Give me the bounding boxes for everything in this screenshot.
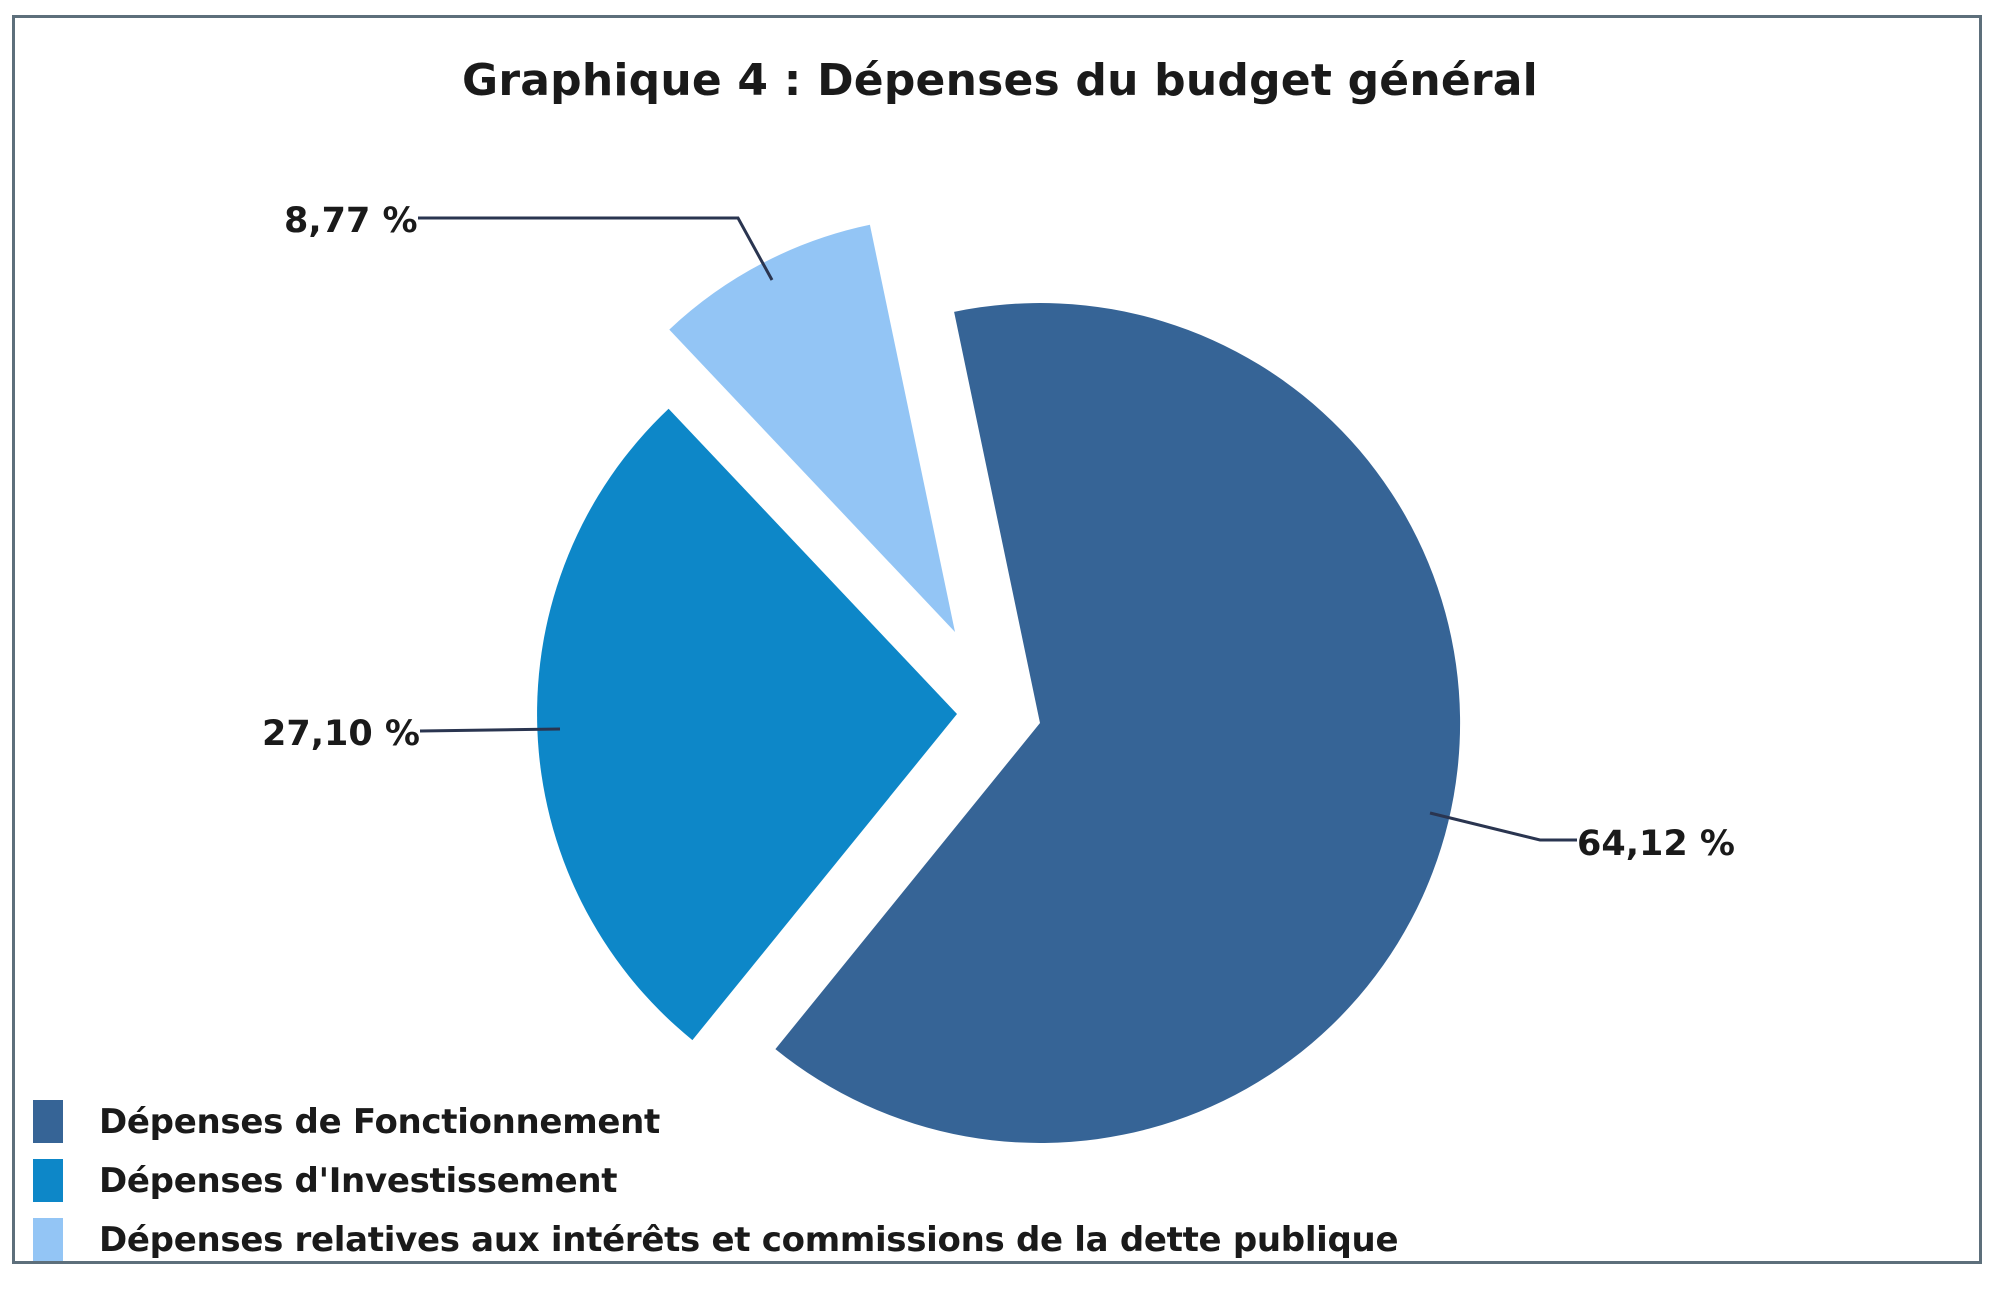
chart-title: Graphique 4 : Dépenses du budget général <box>462 55 1538 106</box>
leader-line-investissement <box>419 727 561 733</box>
leader-line-fonctionnement <box>1429 811 1577 842</box>
legend-label: Dépenses d'Investissement <box>99 1160 618 1201</box>
legend-swatch-investissement <box>33 1159 63 1202</box>
value-label-dette: 8,77 % <box>284 201 418 241</box>
legend-swatch-dette <box>33 1218 63 1261</box>
slice-fonctionnement[interactable] <box>775 303 1461 1144</box>
legend-item-dette[interactable]: Dépenses relatives aux intérêts et commi… <box>33 1210 1399 1269</box>
value-label-investissement: 27,10 % <box>262 714 420 754</box>
slice-dette[interactable] <box>669 224 955 633</box>
legend-swatch-fonctionnement <box>33 1100 63 1143</box>
legend-item-investissement[interactable]: Dépenses d'Investissement <box>33 1151 1398 1210</box>
value-label-fonctionnement: 64,12 % <box>1577 824 1735 864</box>
legend: Dépenses de Fonctionnement Dépenses d'In… <box>33 1092 1399 1269</box>
legend-label: Dépenses relatives aux intérêts et commi… <box>99 1219 1399 1260</box>
slice-investissement[interactable] <box>537 408 957 1041</box>
leader-line-dette <box>418 216 774 281</box>
legend-label: Dépenses de Fonctionnement <box>99 1101 660 1142</box>
legend-item-fonctionnement[interactable]: Dépenses de Fonctionnement <box>33 1092 1398 1151</box>
